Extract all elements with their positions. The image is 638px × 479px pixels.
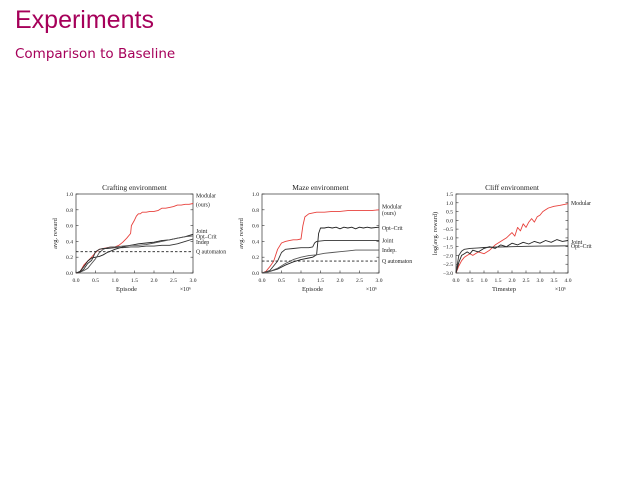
chart-title: Cliff environment (485, 183, 540, 192)
y-tick-label: −1.5 (443, 245, 453, 251)
series-line-opt-crit (261, 226, 380, 274)
y-tick-label: −2.0 (443, 253, 453, 259)
x-tick-label: 1.5 (495, 278, 502, 284)
y-tick-label: 0.5 (446, 210, 453, 216)
y-axis-label: avg. reward (238, 217, 245, 248)
y-tick-label: −2.5 (443, 262, 453, 268)
chart-1: Crafting environment 0.0 0.5 1.0 1.5 2.0 2.5 3.… (52, 183, 226, 293)
y-tick-label: 0.8 (252, 208, 259, 214)
series-line-modular (261, 209, 380, 274)
y-tick-label: 0.0 (252, 271, 259, 277)
x-tick-label: 1.0 (112, 278, 119, 284)
x-tick-label: 1.0 (298, 278, 305, 284)
series-label: Q automaton (382, 259, 412, 265)
series-label: Joint (382, 239, 394, 245)
y-tick-label: 0.4 (66, 239, 73, 245)
x-axis-multiplier: ×10⁶ (180, 287, 191, 293)
slide-subtitle: Comparison to Baseline (15, 46, 176, 62)
chart-title: Maze environment (292, 183, 349, 192)
x-tick-label: 3.0 (376, 278, 383, 284)
y-tick-label: −0.5 (443, 227, 453, 233)
series-label: (ours) (196, 201, 210, 208)
x-axis-label: Timestep (492, 286, 516, 293)
x-tick-label: 2.5 (356, 278, 363, 284)
series-label: Opt–Crit (382, 226, 403, 232)
y-tick-label: 1.0 (446, 201, 453, 207)
x-tick-label: 1.0 (481, 278, 488, 284)
series-label: Modular (196, 194, 216, 200)
series-line-opt-crit (75, 235, 194, 274)
y-tick-label: 0.0 (66, 271, 73, 277)
series-label: Joint (571, 240, 583, 246)
plot-frame (455, 193, 569, 274)
y-tick-label: 1.5 (446, 192, 453, 198)
series-line-joint (75, 233, 194, 274)
y-tick-label: −1.0 (443, 236, 453, 242)
x-tick-label: 4.0 (565, 278, 572, 284)
x-tick-label: 2.5 (523, 278, 530, 284)
y-tick-label: 0.6 (252, 224, 259, 230)
x-tick-label: 0.0 (73, 278, 80, 284)
chart-3: Cliff environment 0.0 0.5 1.0 1.5 2.0 2.5 3.0 3.… (432, 183, 592, 293)
x-tick-label: 3.0 (190, 278, 197, 284)
series-label: Indep. (382, 248, 397, 254)
series-label: Opt–Crit (571, 244, 592, 250)
y-tick-label: 0.8 (66, 208, 73, 214)
series-label: Indep (196, 240, 209, 246)
slide-title: Experiments (15, 6, 154, 34)
series-label: Opt–Crit (196, 235, 217, 241)
x-axis-label: Episode (116, 286, 137, 293)
x-axis-multiplier: ×10⁶ (366, 287, 377, 293)
series-line-indep- (261, 249, 379, 274)
x-tick-label: 3.5 (551, 278, 558, 284)
x-tick-label: 2.0 (509, 278, 516, 284)
y-tick-label: 0.2 (252, 255, 259, 261)
series-label: Modular (382, 205, 402, 211)
x-axis-multiplier: ×10⁶ (555, 287, 566, 293)
y-tick-label: −3.0 (443, 271, 453, 277)
x-tick-label: 0.5 (467, 278, 474, 284)
chart-title: Crafting environment (102, 183, 168, 192)
x-tick-label: 0.5 (278, 278, 285, 284)
x-tick-label: 2.0 (337, 278, 344, 284)
series-line-joint (455, 239, 569, 274)
x-axis-label: Episode (302, 286, 323, 293)
y-axis-label: avg. reward (52, 217, 59, 248)
series-line-opt-crit (455, 245, 569, 274)
series-line-modular (455, 203, 569, 274)
series-label: (ours) (382, 210, 396, 217)
x-tick-label: 1.5 (317, 278, 324, 284)
x-tick-label: 3.0 (537, 278, 544, 284)
y-tick-label: 1.0 (66, 192, 73, 198)
series-label: Q automaton (196, 250, 226, 256)
y-tick-label: 0.4 (252, 239, 259, 245)
series-line-joint (261, 240, 379, 274)
x-tick-label: 2.5 (170, 278, 177, 284)
y-tick-label: 0.2 (66, 255, 73, 261)
y-tick-label: 0.0 (446, 218, 453, 224)
y-tick-label: 1.0 (252, 192, 259, 198)
x-tick-label: 0.0 (453, 278, 460, 284)
x-tick-label: 2.0 (151, 278, 158, 284)
series-label: Modular (571, 201, 591, 207)
x-tick-label: 0.5 (92, 278, 99, 284)
series-label: Joint (196, 229, 208, 235)
x-tick-label: 1.5 (131, 278, 138, 284)
y-tick-label: 0.6 (66, 224, 73, 230)
series-line-indep (75, 238, 194, 274)
y-axis-label: log(avg. reward) (432, 212, 439, 255)
x-tick-label: 0.0 (259, 278, 266, 284)
chart-2: Maze environment 0.0 0.5 1.0 1.5 2.0 2.5 3.0 0.0… (238, 183, 412, 293)
